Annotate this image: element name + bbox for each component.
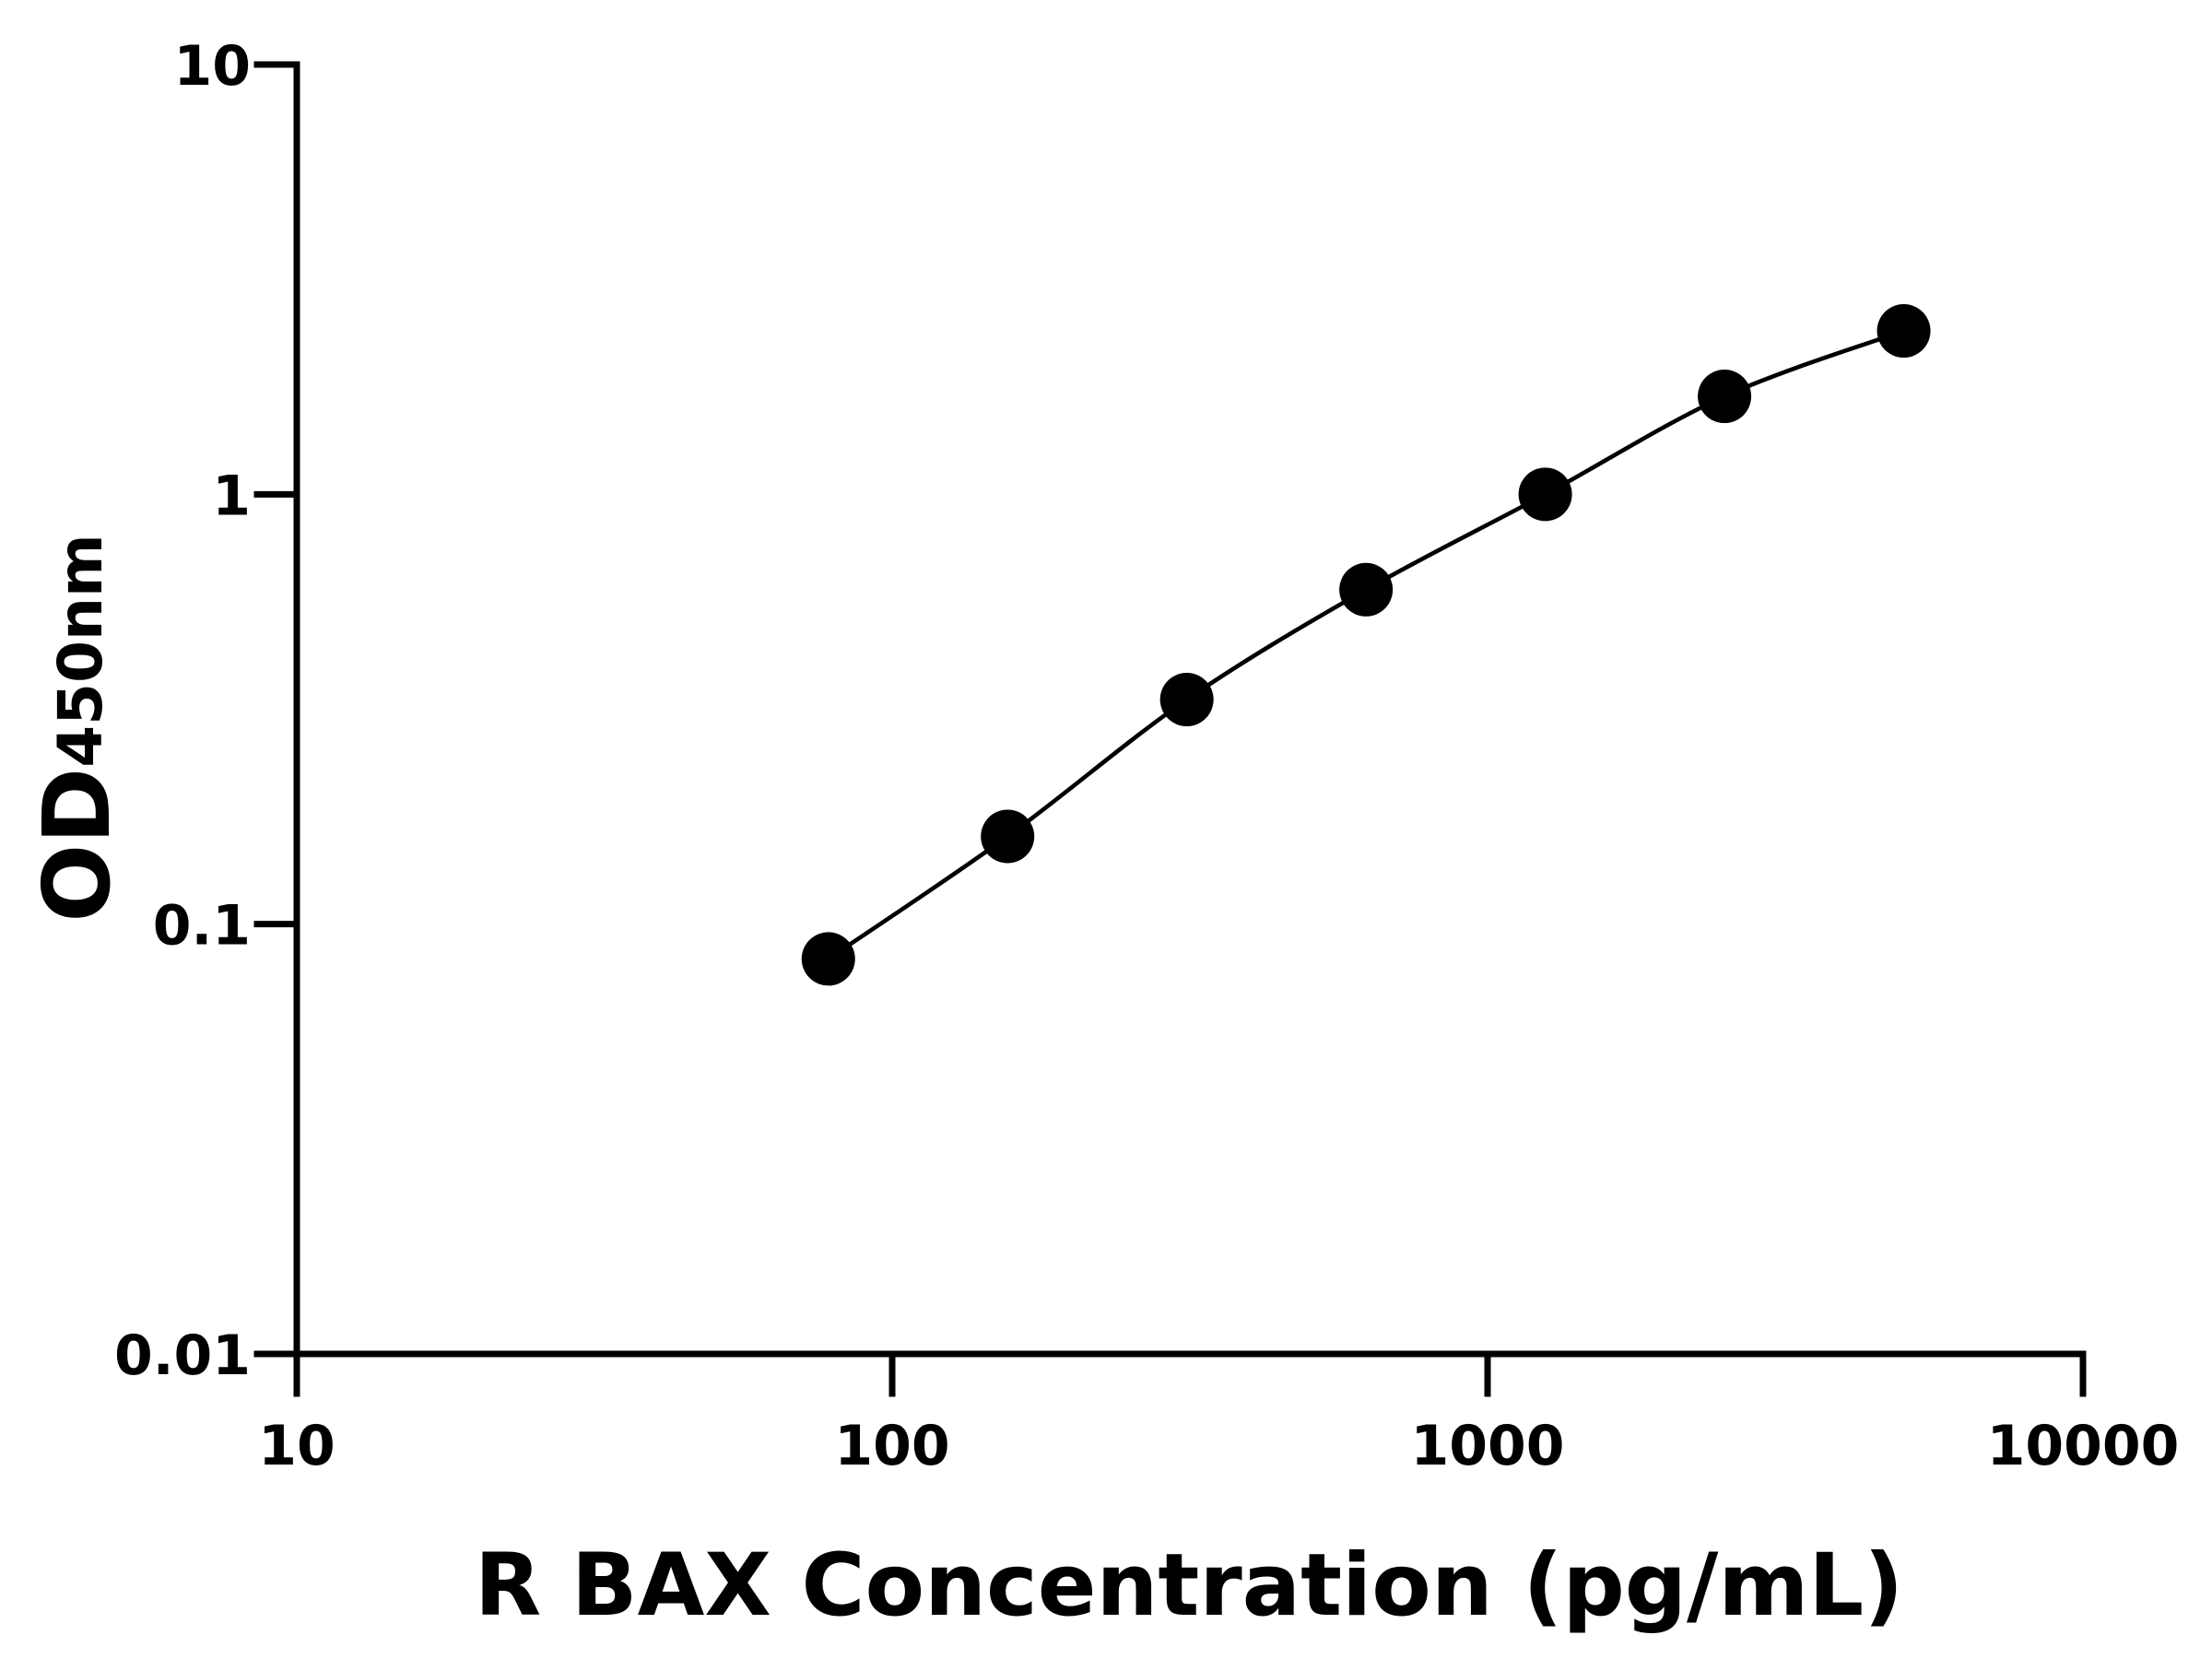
data-point [1339, 562, 1394, 617]
x-tick-label: 10 [258, 1414, 335, 1478]
data-point [1159, 673, 1214, 727]
data-point [1698, 370, 1752, 424]
y-tick-label: 1 [212, 464, 251, 528]
y-tick-label: 0.1 [153, 894, 251, 959]
y-tick-label: 10 [174, 34, 252, 99]
data-point [981, 809, 1035, 864]
x-tick-label: 1000 [1411, 1414, 1565, 1478]
y-axis-title: OD450nm [23, 534, 131, 923]
y-tick-label: 0.01 [114, 1324, 251, 1388]
data-point [1518, 467, 1572, 522]
fit-curve [827, 328, 1905, 961]
data-point [1877, 304, 1931, 359]
data-point [801, 932, 855, 986]
x-axis-title: R BAX Concentration (pg/mL) [475, 1535, 1903, 1636]
y-axis-title-subscript: 450nm [45, 534, 116, 768]
x-tick-label: 10000 [1987, 1414, 2180, 1478]
y-axis-title-main: OD [23, 768, 131, 923]
x-tick-label: 100 [834, 1414, 949, 1478]
